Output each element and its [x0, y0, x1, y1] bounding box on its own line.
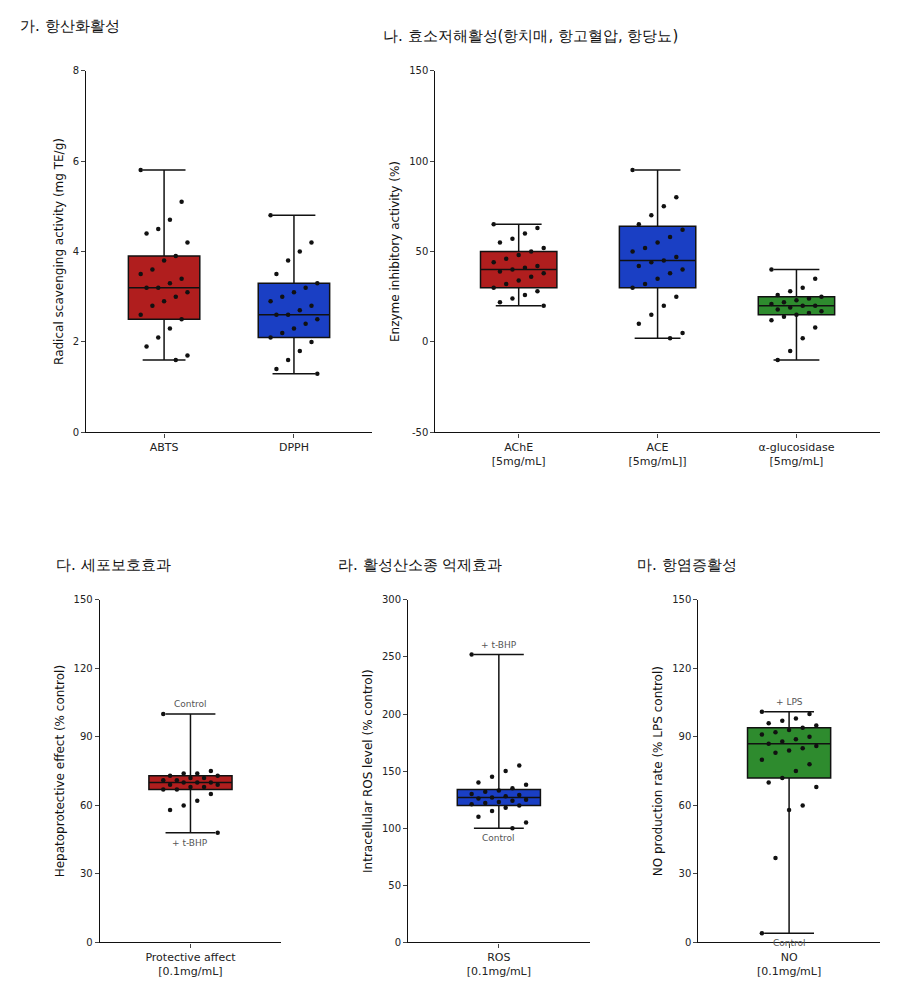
svg-text:90: 90: [679, 731, 692, 742]
svg-text:다. 세포보호효과: 다. 세포보호효과: [56, 556, 171, 574]
svg-text:50: 50: [416, 246, 429, 257]
svg-text:300: 300: [382, 594, 401, 605]
svg-text:Intracellular ROS level (% con: Intracellular ROS level (% control): [361, 669, 375, 873]
svg-text:Control: Control: [174, 699, 207, 709]
svg-text:NO[0.1mg/mL]: NO[0.1mg/mL]: [757, 951, 821, 978]
svg-text:150: 150: [382, 766, 401, 777]
svg-text:200: 200: [382, 709, 401, 720]
svg-text:+ t-BHP: + t-BHP: [481, 640, 517, 650]
svg-text:0: 0: [422, 336, 428, 347]
svg-text:250: 250: [382, 651, 401, 662]
svg-text:150: 150: [74, 594, 93, 605]
svg-text:30: 30: [80, 868, 93, 879]
svg-text:Protective affect[0.1mg/mL]: Protective affect[0.1mg/mL]: [145, 951, 236, 978]
svg-text:Enzyme inhibitory activity (%): Enzyme inhibitory activity (%): [388, 161, 402, 342]
svg-text:6: 6: [73, 156, 79, 167]
svg-text:Radical scavenging activity (m: Radical scavenging activity (mg TE/g): [52, 138, 66, 365]
svg-text:ACE[5mg/mL]]: ACE[5mg/mL]]: [629, 441, 687, 468]
svg-text:30: 30: [679, 868, 692, 879]
svg-text:0: 0: [685, 937, 691, 948]
svg-text:0: 0: [73, 427, 79, 438]
svg-text:ROS[0.1mg/mL]: ROS[0.1mg/mL]: [467, 951, 531, 978]
svg-text:가. 항산화활성: 가. 항산화활성: [20, 17, 120, 35]
svg-text:마. 항염증활성: 마. 항염증활성: [637, 556, 737, 574]
svg-text:4: 4: [73, 246, 79, 257]
svg-text:100: 100: [409, 156, 428, 167]
svg-text:60: 60: [80, 800, 93, 811]
svg-text:α-glucosidase[5mg/mL]: α-glucosidase[5mg/mL]: [758, 441, 834, 468]
svg-text:8: 8: [73, 65, 79, 76]
svg-text:0: 0: [86, 937, 92, 948]
svg-text:DPPH: DPPH: [279, 441, 309, 454]
svg-text:라. 활성산소종 억제효과: 라. 활성산소종 억제효과: [338, 556, 502, 574]
svg-text:Control: Control: [773, 938, 806, 948]
svg-text:100: 100: [382, 823, 401, 834]
svg-text:90: 90: [80, 731, 93, 742]
svg-text:-50: -50: [412, 427, 428, 438]
svg-text:120: 120: [672, 663, 691, 674]
svg-text:+ LPS: + LPS: [776, 697, 803, 707]
svg-text:NO production rate (% LPS cont: NO production rate (% LPS control): [651, 666, 665, 876]
svg-text:150: 150: [672, 594, 691, 605]
svg-text:2: 2: [73, 336, 79, 347]
svg-text:60: 60: [679, 800, 692, 811]
svg-text:0: 0: [395, 937, 401, 948]
svg-text:Control: Control: [482, 833, 515, 843]
svg-text:ABTS: ABTS: [150, 441, 179, 454]
svg-text:나. 효소저해활성(항치매, 항고혈압, 항당뇨): 나. 효소저해활성(항치매, 항고혈압, 항당뇨): [383, 27, 678, 45]
svg-text:120: 120: [74, 663, 93, 674]
svg-text:150: 150: [409, 65, 428, 76]
svg-text:50: 50: [388, 880, 401, 891]
svg-text:AChE[5mg/mL]: AChE[5mg/mL]: [492, 441, 546, 468]
svg-text:Hepatoprotective effect (% con: Hepatoprotective effect (% control): [53, 665, 67, 877]
svg-text:+ t-BHP: + t-BHP: [172, 838, 208, 848]
